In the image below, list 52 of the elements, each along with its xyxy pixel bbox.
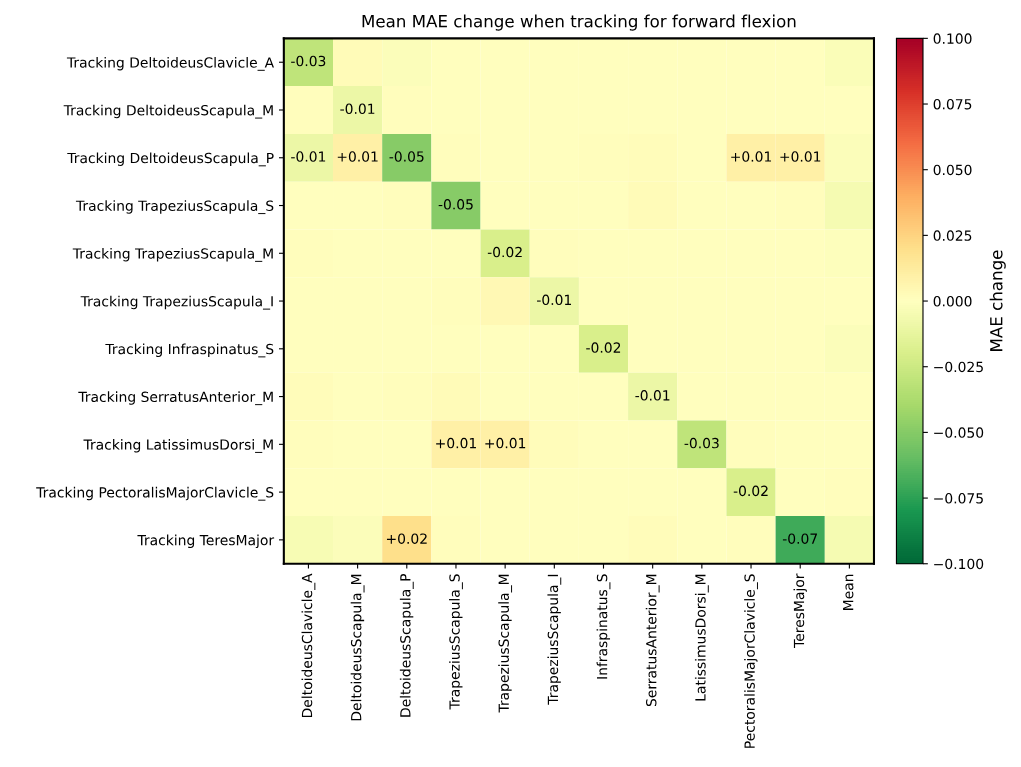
y-tick-label: Tracking Infraspinatus_S <box>105 343 274 358</box>
data-label: -0.01 <box>291 151 326 162</box>
color-bar-label: 0.075 <box>933 98 972 110</box>
data-label: -0.03 <box>684 437 719 449</box>
data-label: +0.01 <box>780 151 821 162</box>
data-label: -0.05 <box>438 199 473 210</box>
color-bar-label: 0.100 <box>933 33 972 44</box>
color-bar-label: −0.100 <box>934 558 984 570</box>
color-bar-title: MAE change <box>989 250 1006 351</box>
data-label: -0.02 <box>586 342 621 353</box>
data-label: -0.01 <box>537 294 571 306</box>
x-tick-label: TrapeziusScapula_M <box>498 574 513 713</box>
color-bar-label: −0.075 <box>934 493 983 504</box>
color-bar-label: 0.025 <box>933 230 972 241</box>
data-label: +0.02 <box>386 533 427 544</box>
x-tick-label: Infraspinatus_S <box>596 574 611 679</box>
data-label: -0.02 <box>733 485 768 497</box>
x-tick-label: DeltoideusClavicle_A <box>301 573 316 718</box>
y-tick-label: Tracking DeltoideusClavicle_A <box>66 56 274 71</box>
y-tick-label: Tracking TrapeziusScapula_S <box>75 200 274 215</box>
x-tick-label: TrapeziusScapula_S <box>449 574 463 710</box>
x-tick-label: LatissimusDorsi_M <box>694 574 709 701</box>
x-tick-label: Mean <box>843 574 854 610</box>
data-label: -0.03 <box>291 55 326 67</box>
data-label: +0.01 <box>485 437 526 449</box>
data-label: -0.01 <box>635 390 670 401</box>
data-label: +0.01 <box>436 437 476 449</box>
data-label: -0.07 <box>782 533 817 544</box>
color-bar-label: −0.025 <box>934 361 983 373</box>
data-label: -0.05 <box>389 151 424 162</box>
y-tick-label: Tracking PectoralisMajorClavicle_S <box>36 486 274 501</box>
y-tick-label: Tracking TrapeziusScapula_I <box>80 295 273 310</box>
x-tick-label: TrapeziusScapula_I <box>547 574 562 705</box>
data-label: +0.01 <box>337 151 378 162</box>
y-tick-label: Tracking TeresMajor <box>137 534 275 549</box>
y-tick-label: Tracking LatissimusDorsi_M <box>83 439 273 453</box>
y-tick-label: Tracking TrapeziusScapula_M <box>72 248 273 262</box>
data-label: -0.01 <box>340 103 375 115</box>
color-bar-label: 0.050 <box>933 164 972 176</box>
x-tick-label: TeresMajor <box>793 573 807 648</box>
y-tick-label: Tracking DeltoideusScapula_M <box>63 104 273 119</box>
x-tick-label: DeltoideusScapula_P <box>399 573 414 717</box>
color-bar-label: 0.000 <box>933 296 972 307</box>
data-label: -0.02 <box>487 246 522 258</box>
y-tick-label: Tracking DeltoideusScapula_P <box>67 152 274 167</box>
x-tick-label: SerratusAnterior_M <box>645 574 660 707</box>
color-bar-label: −0.050 <box>934 427 984 438</box>
x-tick-label: DeltoideusScapula_M <box>350 574 365 721</box>
data-label: +0.01 <box>731 151 772 162</box>
x-tick-label: PectoralisMajorClavicle_S <box>744 574 758 748</box>
y-tick-label: Tracking SerratusAnterior_M <box>78 391 273 406</box>
chart-title: Mean MAE change when tracking for forward flexion <box>362 14 796 31</box>
